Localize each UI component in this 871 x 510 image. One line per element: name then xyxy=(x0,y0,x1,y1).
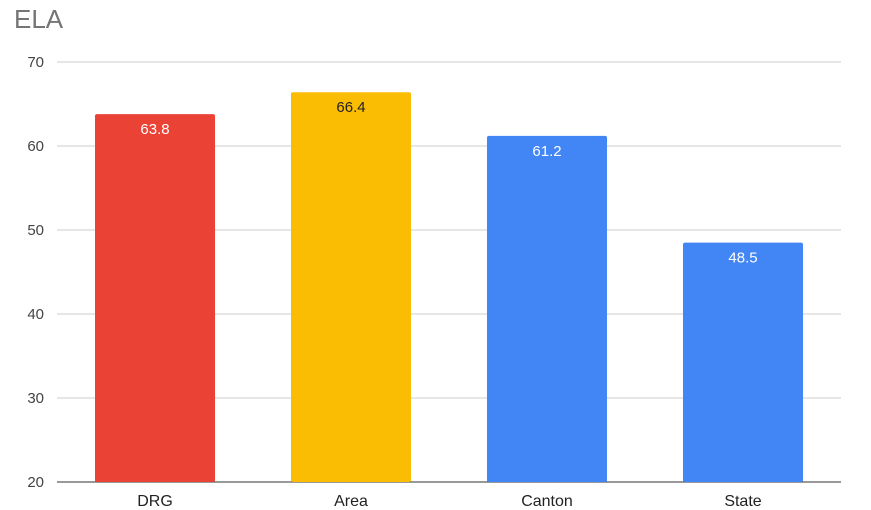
bar xyxy=(683,242,803,482)
data-label: 63.8 xyxy=(140,121,169,138)
x-axis-categories: DRG Area Canton State xyxy=(137,493,762,510)
x-category-label: State xyxy=(724,493,761,510)
bar xyxy=(95,114,215,482)
y-tick-label: 60 xyxy=(27,138,44,155)
data-label: 66.4 xyxy=(336,99,365,116)
data-label: 61.2 xyxy=(532,143,561,160)
y-tick-label: 30 xyxy=(27,390,44,407)
y-tick-label: 70 xyxy=(27,54,44,71)
bars xyxy=(95,92,803,483)
x-category-label: Canton xyxy=(521,493,573,510)
y-axis-ticks: 20 30 40 50 60 70 xyxy=(27,54,44,491)
x-category-label: DRG xyxy=(137,493,173,510)
bar xyxy=(291,92,411,483)
y-tick-label: 20 xyxy=(27,474,44,491)
chart-title: ELA xyxy=(14,4,64,34)
data-labels: 63.8 66.4 61.2 48.5 xyxy=(140,99,757,266)
y-tick-label: 50 xyxy=(27,222,44,239)
data-label: 48.5 xyxy=(728,250,757,267)
bar xyxy=(487,135,607,483)
y-tick-label: 40 xyxy=(27,306,44,323)
x-category-label: Area xyxy=(334,493,368,510)
